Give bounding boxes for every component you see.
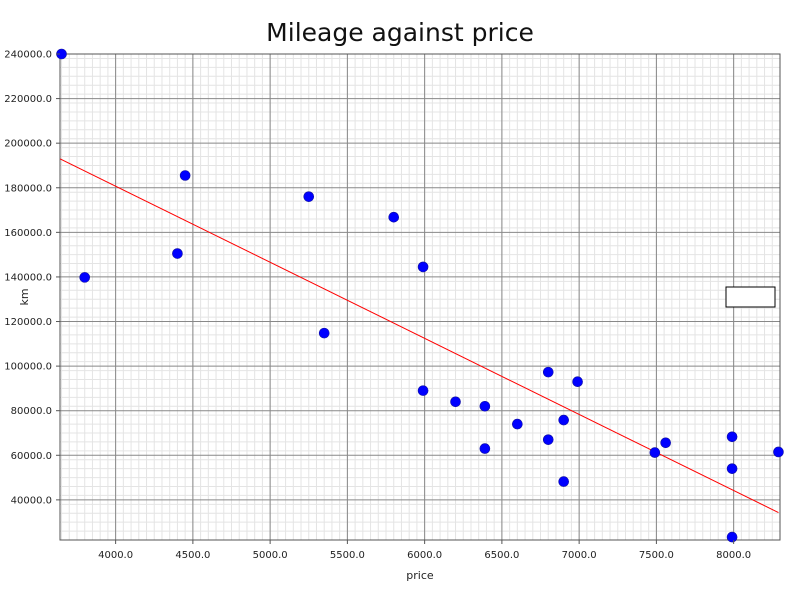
data-point: [318, 327, 330, 339]
legend-box: [725, 286, 776, 308]
minor-grid: [60, 54, 781, 541]
plot-frame: [59, 53, 781, 541]
data-point: [542, 434, 554, 445]
y-tick-label: 240000.0: [4, 50, 52, 61]
y-tick-label: 60000.0: [11, 451, 52, 462]
data-point: [726, 431, 738, 443]
y-tick-label: 140000.0: [4, 272, 52, 283]
x-tick-label: 5500.0: [330, 550, 365, 561]
data-point: [479, 443, 491, 454]
data-point: [572, 376, 583, 388]
data-point: [479, 400, 491, 412]
y-tick-label: 220000.0: [4, 94, 52, 105]
x-tick-label: 8000.0: [716, 550, 751, 561]
y-tick-label: 40000.0: [11, 495, 52, 506]
data-point: [726, 531, 738, 543]
data-point: [660, 437, 671, 449]
data-point: [417, 261, 429, 273]
data-point: [542, 366, 554, 378]
x-tick-label: 5000.0: [253, 550, 288, 561]
data-point: [172, 248, 183, 259]
y-tick-label: 80000.0: [11, 406, 52, 417]
x-tick-label: 7000.0: [562, 550, 597, 561]
x-tick-label: 4000.0: [98, 550, 133, 561]
data-point: [79, 272, 91, 283]
x-tick-label: 6000.0: [407, 550, 442, 561]
data-points: [56, 48, 784, 543]
data-point: [512, 418, 523, 430]
data-point: [649, 447, 661, 458]
y-axis-label: km: [18, 288, 31, 305]
x-tick-label: 6500.0: [484, 550, 519, 561]
data-point: [558, 476, 569, 487]
x-axis-ticks: 4000.0 4500.0 5000.0 5500.0 6000.0 6500.0 7000…: [98, 540, 751, 561]
y-tick-label: 100000.0: [4, 362, 52, 373]
chart-title: Mileage against price: [266, 18, 534, 47]
y-tick-label: 160000.0: [4, 228, 52, 239]
x-tick-label: 4500.0: [175, 550, 210, 561]
data-point: [773, 446, 784, 458]
y-axis-ticks: 40000.0 60000.0 80000.0 100000.0 120000.0 140…: [4, 50, 60, 506]
data-point: [303, 191, 315, 202]
y-tick-label: 200000.0: [4, 139, 52, 150]
data-point: [388, 211, 400, 223]
y-tick-label: 120000.0: [4, 317, 52, 328]
x-tick-label: 7500.0: [639, 550, 674, 561]
major-grid: [60, 53, 780, 540]
data-point: [450, 396, 461, 408]
data-point: [726, 463, 738, 474]
data-point: [417, 385, 429, 396]
y-tick-label: 180000.0: [4, 183, 52, 194]
x-axis-label: price: [406, 569, 434, 582]
data-point: [558, 414, 569, 426]
data-point: [179, 170, 191, 181]
